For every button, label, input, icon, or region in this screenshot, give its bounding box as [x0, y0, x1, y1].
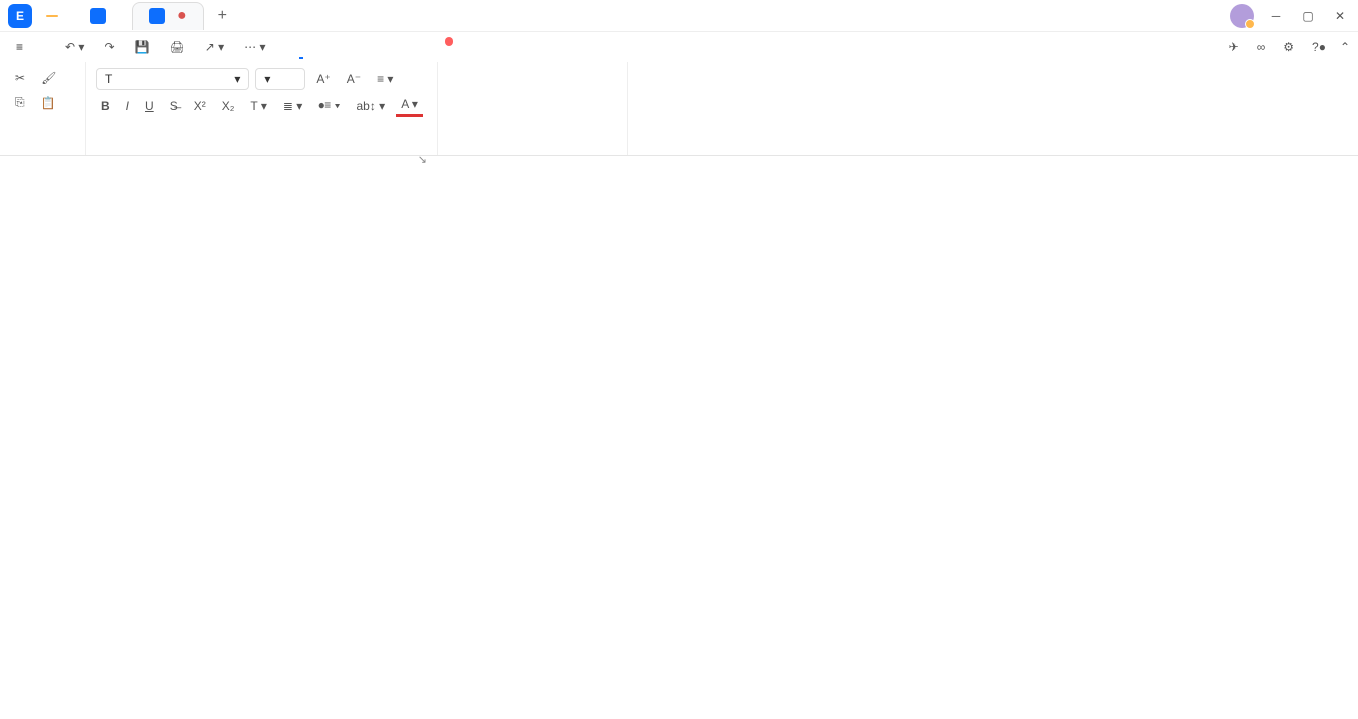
qat-more[interactable]: ⋯ ▾ — [238, 37, 271, 57]
line-spacing-button[interactable]: ≣ ▾ — [278, 96, 307, 116]
redo-button[interactable]: ↷ — [98, 37, 120, 57]
maximize-button[interactable]: ▢ — [1298, 6, 1318, 26]
underline-button[interactable]: U — [140, 96, 159, 116]
minimize-button[interactable]: ─ — [1266, 6, 1286, 26]
italic-button[interactable]: I — [121, 96, 134, 116]
group-label-clipboard — [10, 151, 75, 153]
undo-button[interactable]: ↶ ▾ — [59, 37, 90, 57]
decrease-font-button[interactable]: A⁻ — [342, 69, 366, 89]
superscript-button[interactable]: X² — [189, 96, 211, 116]
app-logo: E — [8, 4, 32, 28]
close-button[interactable]: ✕ — [1330, 6, 1350, 26]
ribbon-tab-shape[interactable] — [395, 36, 399, 59]
strike-button[interactable]: S̶ — [165, 96, 183, 116]
cut-button[interactable]: ✂ — [10, 68, 30, 88]
print-button[interactable]: 🖨 — [163, 37, 190, 57]
text-direction-button[interactable]: ab↕ ▾ — [351, 96, 390, 116]
font-family-combo[interactable]: T▾ — [96, 68, 249, 90]
notification-button[interactable]: ?● — [1312, 40, 1326, 54]
format-painter-button[interactable]: 🖌 — [36, 68, 61, 88]
font-size-combo[interactable]: ▾ — [255, 68, 305, 90]
user-avatar[interactable] — [1230, 4, 1254, 28]
align-button[interactable]: ≡ ▾ — [372, 69, 398, 89]
pro-badge — [46, 15, 58, 17]
main-menu-button[interactable]: ≡ — [8, 36, 31, 58]
ribbon-tab-design[interactable] — [347, 36, 351, 59]
subscript-button[interactable]: X₂ — [217, 96, 240, 116]
publish-button[interactable]: ✈ — [1229, 40, 1243, 54]
doc-icon — [149, 8, 165, 24]
ribbon-tabs — [299, 36, 455, 59]
save-button[interactable]: 💾 — [129, 37, 156, 57]
collapse-ribbon[interactable]: ⌃ — [1340, 40, 1350, 54]
ribbon-tab-ai[interactable] — [443, 36, 455, 59]
tab-add-button[interactable]: + — [208, 3, 237, 29]
bold-button[interactable]: B — [96, 96, 115, 116]
share-button[interactable]: ∞ — [1257, 40, 1270, 54]
ribbon: ✂🖌 ⎘📋 T▾ ▾ A⁺ A⁻ ≡ ▾ B I U S̶ X² X₂ T ▾ … — [0, 62, 1358, 156]
menu-bar: ≡ ↶ ▾ ↷ 💾 🖨 ↗ ▾ ⋯ ▾ ✈ ∞ ⚙ ?● ⌃ — [0, 32, 1358, 62]
case-button[interactable]: T ▾ — [245, 96, 271, 116]
paste-button[interactable]: 📋 — [36, 93, 61, 113]
file-menu[interactable] — [35, 43, 51, 51]
document-tab-classdiagram[interactable] — [74, 2, 128, 30]
increase-font-button[interactable]: A⁺ — [311, 69, 335, 89]
ribbon-tab-tool[interactable] — [419, 36, 423, 59]
hot-badge — [445, 37, 453, 46]
document-tab-algorithm[interactable]: ● — [132, 2, 204, 30]
text-icon: T — [105, 72, 112, 86]
ribbon-tab-insert[interactable] — [323, 36, 327, 59]
copy-button[interactable]: ⎘ — [10, 92, 30, 113]
bullet-button[interactable]: ⦁≡ ▾ — [313, 95, 345, 116]
title-bar: E ● + ─ ▢ ✕ — [0, 0, 1358, 32]
dialog-launcher[interactable]: ↘ — [418, 153, 427, 166]
ribbon-tab-home[interactable] — [299, 36, 303, 59]
doc-icon — [90, 8, 106, 24]
dirty-indicator: ● — [177, 7, 187, 25]
ribbon-tab-view[interactable] — [371, 36, 375, 59]
font-color-button[interactable]: A ▾ — [396, 94, 423, 117]
export-button[interactable]: ↗ ▾ — [199, 37, 230, 57]
options-button[interactable]: ⚙ — [1283, 40, 1298, 54]
